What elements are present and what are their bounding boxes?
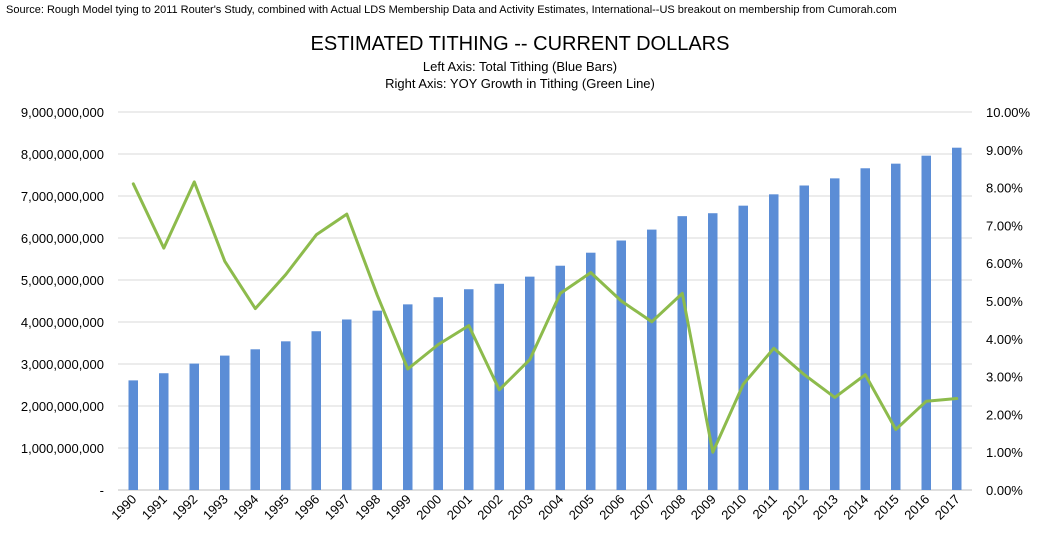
x-axis-tick-label: 1993 [200, 492, 231, 523]
bar [738, 205, 748, 490]
bar [189, 363, 199, 490]
bar [586, 252, 596, 490]
right-axis-tick-label: 6.00% [986, 256, 1023, 271]
bar [677, 216, 687, 490]
bar [250, 349, 260, 490]
right-axis-tick-label: 1.00% [986, 445, 1023, 460]
x-axis-tick-label: 2001 [444, 492, 475, 523]
right-axis-tick-label: 5.00% [986, 294, 1023, 309]
bar [708, 213, 718, 490]
x-axis-tick-label: 1996 [291, 492, 322, 523]
bar-series [128, 147, 962, 491]
bar [281, 341, 291, 490]
left-axis-tick-label: 8,000,000,000 [21, 147, 104, 162]
x-axis-tick-label: 2006 [596, 492, 627, 523]
x-axis-tick-label: 2014 [840, 492, 871, 523]
bar [342, 319, 352, 490]
bar [555, 265, 565, 490]
bar [891, 163, 901, 490]
left-axis-tick-label: 2,000,000,000 [21, 399, 104, 414]
left-axis-tick-label: 5,000,000,000 [21, 273, 104, 288]
x-axis-tick-label: 1991 [139, 492, 170, 523]
bar [311, 331, 321, 490]
chart-subtitle-left-axis: Left Axis: Total Tithing (Blue Bars) [423, 59, 617, 74]
x-axis-tick-label: 2000 [413, 492, 444, 523]
x-axis-tick-label: 2007 [627, 492, 658, 523]
bar [860, 168, 870, 490]
right-axis-labels: 0.00% 1.00% 2.00% 3.00% 4.00% 5.00% 6.00% 7.00%… [986, 105, 1031, 498]
line-series [131, 180, 959, 454]
left-axis-tick-label: 4,000,000,000 [21, 315, 104, 330]
right-axis-tick-label: 8.00% [986, 181, 1023, 196]
bar [647, 229, 657, 490]
left-axis-tick-label: - [100, 483, 104, 498]
bar [769, 194, 779, 490]
bar [616, 240, 626, 490]
x-axis-tick-label: 2010 [718, 492, 749, 523]
x-axis-tick-label: 2015 [871, 492, 902, 523]
bar [921, 155, 931, 490]
bar [799, 185, 809, 490]
bar [403, 304, 413, 490]
right-axis-tick-label: 4.00% [986, 332, 1023, 347]
bar [128, 380, 138, 490]
right-axis-tick-label: 10.00% [986, 105, 1031, 120]
right-axis-tick-label: 3.00% [986, 370, 1023, 385]
left-axis-tick-label: 3,000,000,000 [21, 357, 104, 372]
x-axis-tick-label: 2002 [474, 492, 505, 523]
bar [830, 178, 840, 491]
x-axis-tick-label: 2017 [932, 492, 963, 523]
left-axis-tick-label: 6,000,000,000 [21, 231, 104, 246]
x-axis-tick-label: 1997 [322, 492, 353, 523]
x-axis-tick-label: 2011 [749, 492, 779, 522]
right-axis-tick-label: 2.00% [986, 407, 1023, 422]
left-axis-tick-label: 7,000,000,000 [21, 189, 104, 204]
x-axis-tick-label: 1999 [383, 492, 414, 523]
chart-subtitle-right-axis: Right Axis: YOY Growth in Tithing (Green… [385, 76, 655, 91]
bar [525, 276, 535, 490]
gridlines [118, 111, 972, 491]
x-axis-tick-label: 2012 [779, 492, 810, 523]
x-axis-tick-label: 1990 [108, 492, 139, 523]
x-axis-tick-label: 1995 [261, 492, 292, 523]
x-axis-tick-label: 2016 [901, 492, 932, 523]
x-axis-tick-label: 1998 [352, 492, 383, 523]
left-axis-tick-label: 1,000,000,000 [21, 441, 104, 456]
left-axis-labels: - 1,000,000,000 2,000,000,000 3,000,000,000… [21, 105, 104, 498]
bar [464, 289, 474, 490]
x-axis-tick-label: 2004 [535, 492, 566, 523]
bar [433, 297, 443, 490]
bar [220, 355, 230, 490]
right-axis-tick-label: 9.00% [986, 143, 1023, 158]
chart-title: ESTIMATED TITHING -- CURRENT DOLLARS [311, 33, 730, 55]
x-axis-tick-label: 2008 [657, 492, 688, 523]
x-axis-tick-label: 1992 [169, 492, 200, 523]
x-axis-tick-label: 2013 [810, 492, 841, 523]
bar [952, 147, 962, 490]
right-axis-tick-label: 7.00% [986, 218, 1023, 233]
growth-line [131, 180, 959, 454]
x-axis-labels: 1990 1991 1992 1993 1994 1995 1996 1997 1998 1999… [108, 492, 963, 523]
bar [372, 310, 382, 490]
x-axis-tick-label: 2009 [688, 492, 719, 523]
right-axis-tick-label: 0.00% [986, 483, 1023, 498]
x-axis-tick-label: 2005 [566, 492, 597, 523]
source-note: Source: Rough Model tying to 2011 Router… [6, 4, 897, 16]
bar [159, 373, 169, 490]
left-axis-tick-label: 9,000,000,000 [21, 105, 104, 120]
x-axis-tick-label: 2003 [505, 492, 536, 523]
x-axis-tick-label: 1994 [230, 492, 261, 523]
